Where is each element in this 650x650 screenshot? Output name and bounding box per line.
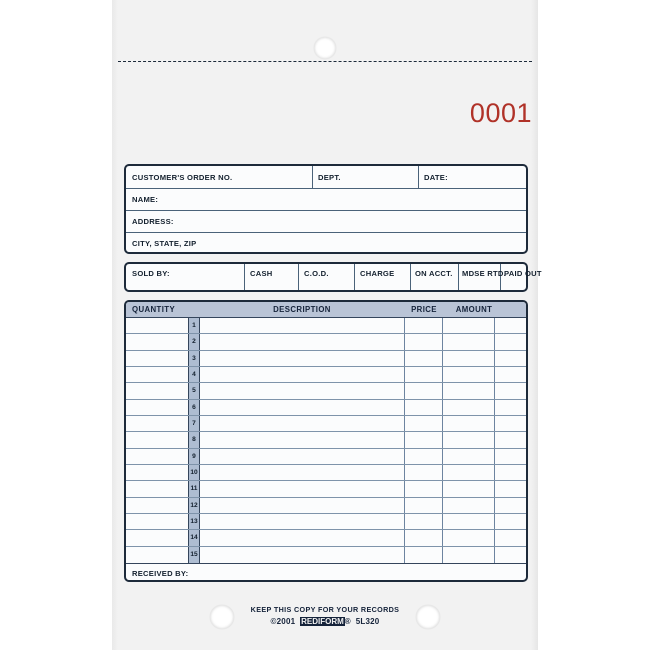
tender-option-paid-out[interactable]: PAID OUT <box>504 269 542 278</box>
table-row[interactable]: 13 <box>126 513 526 531</box>
received-by-row[interactable]: RECEIVED BY: <box>126 563 526 580</box>
column-divider <box>458 264 459 290</box>
header-description: DESCRIPTION <box>273 305 331 314</box>
items-table: QUANTITY DESCRIPTION PRICE AMOUNT 1 2 3 … <box>124 300 528 582</box>
footer-copyright-line: ©2001 REDIFORM® 5L320 <box>0 617 650 626</box>
city-state-zip-label: CITY, STATE, ZIP <box>132 239 197 248</box>
column-divider <box>354 264 355 290</box>
items-table-body: 1 2 3 4 5 6 7 8 9 10 11 12 13 14 15 <box>126 318 526 563</box>
date-label: DATE: <box>424 173 448 182</box>
table-row[interactable]: 6 <box>126 399 526 416</box>
row-number: 8 <box>188 432 200 448</box>
serial-number: 0001 <box>469 98 532 128</box>
table-row[interactable]: 11 <box>126 481 526 498</box>
table-row[interactable]: 5 <box>126 383 526 400</box>
table-row[interactable]: 12 <box>126 497 526 514</box>
row-number: 1 <box>188 318 200 334</box>
table-row[interactable]: 8 <box>126 432 526 449</box>
received-by-label: RECEIVED BY: <box>132 569 189 578</box>
table-row[interactable]: 3 <box>126 350 526 367</box>
table-row[interactable]: 10 <box>126 464 526 482</box>
punch-hole-top <box>314 37 336 59</box>
dept-label: DEPT. <box>318 173 341 182</box>
table-row[interactable]: 14 <box>126 530 526 547</box>
tender-option-on-acct[interactable]: ON ACCT. <box>415 269 453 278</box>
customer-order-no-label: CUSTOMER'S ORDER NO. <box>132 173 233 182</box>
row-number: 14 <box>188 530 200 546</box>
column-divider <box>298 264 299 290</box>
table-row[interactable]: 1 <box>126 318 526 335</box>
table-row[interactable]: 7 <box>126 415 526 433</box>
name-row[interactable]: NAME: <box>126 189 526 211</box>
row-number: 3 <box>188 350 200 366</box>
row-number: 11 <box>188 481 200 497</box>
address-label: ADDRESS: <box>132 217 174 226</box>
copyright-year: ©2001 <box>270 617 296 626</box>
header-price: PRICE <box>411 305 437 314</box>
items-table-header: QUANTITY DESCRIPTION PRICE AMOUNT <box>126 302 526 318</box>
perforation-line <box>118 61 532 62</box>
name-label: NAME: <box>132 195 159 204</box>
punch-hole-bottom-right <box>416 605 440 629</box>
product-code: 5L320 <box>355 617 380 626</box>
tender-option-cash[interactable]: CASH <box>250 269 273 278</box>
row-number: 2 <box>188 334 200 350</box>
customer-info-block: CUSTOMER'S ORDER NO. DEPT. DATE: NAME: A… <box>124 164 528 254</box>
row-number: 15 <box>188 546 200 563</box>
row-number: 7 <box>188 415 200 432</box>
column-divider <box>312 166 313 188</box>
city-state-zip-row[interactable]: CITY, STATE, ZIP <box>126 233 526 254</box>
table-row[interactable]: 9 <box>126 448 526 465</box>
tender-option-cod[interactable]: C.O.D. <box>304 269 329 278</box>
registered-mark: ® <box>344 617 351 626</box>
table-row[interactable]: 15 <box>126 546 526 563</box>
tender-block: SOLD BY: CASH C.O.D. CHARGE ON ACCT. MDS… <box>124 262 541 292</box>
row-number: 10 <box>188 464 200 481</box>
row-number: 13 <box>188 513 200 530</box>
column-divider-cents <box>494 318 495 563</box>
header-quantity: QUANTITY <box>132 305 176 314</box>
table-row[interactable]: 4 <box>126 366 526 384</box>
tender-option-charge[interactable]: CHARGE <box>360 269 395 278</box>
column-divider <box>410 264 411 290</box>
punch-hole-bottom-left <box>210 605 234 629</box>
table-row[interactable]: 2 <box>126 334 526 351</box>
column-divider-amount <box>442 318 443 563</box>
tender-option-mdse-rtd[interactable]: MDSE RTD. <box>462 269 507 278</box>
header-amount: AMOUNT <box>455 305 493 314</box>
row-number: 6 <box>188 399 200 415</box>
row-number: 5 <box>188 383 200 399</box>
order-header-row: CUSTOMER'S ORDER NO. DEPT. DATE: <box>126 166 526 189</box>
column-divider-price <box>404 318 405 563</box>
row-number: 4 <box>188 366 200 383</box>
column-divider <box>418 166 419 188</box>
column-divider <box>244 264 245 290</box>
brand-logo: REDIFORM <box>300 617 345 626</box>
row-number: 9 <box>188 448 200 464</box>
address-row[interactable]: ADDRESS: <box>126 211 526 233</box>
row-number: 12 <box>188 497 200 513</box>
column-divider <box>500 264 501 290</box>
footer-notice: KEEP THIS COPY FOR YOUR RECORDS <box>250 605 400 614</box>
sold-by-label: SOLD BY: <box>132 269 170 278</box>
